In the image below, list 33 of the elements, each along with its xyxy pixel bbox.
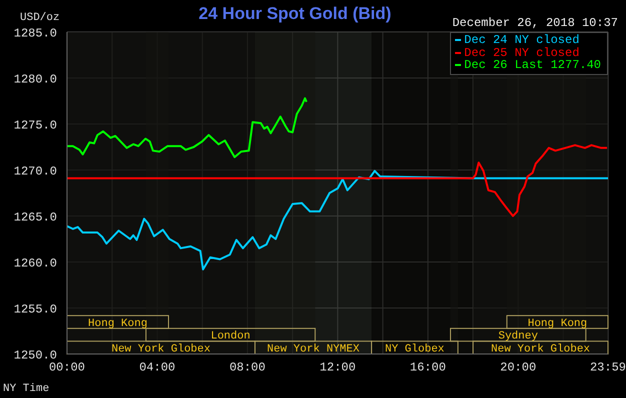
x-tick-label: 20:00 xyxy=(500,360,536,375)
y-axis-title: USD/oz xyxy=(20,12,60,24)
band-label: New York NYMEX xyxy=(267,344,360,356)
band-label: New York Globex xyxy=(111,344,211,356)
x-tick-label: 23:59 xyxy=(590,360,626,375)
x-tick-label: 12:00 xyxy=(320,360,356,375)
band-label: Hong Kong xyxy=(88,318,148,330)
y-tick-label: 1270.0 xyxy=(14,164,57,178)
chart-subtitle: December 26, 2018 10:37 xyxy=(452,16,618,30)
x-tick-label: 08:00 xyxy=(229,360,266,375)
legend-label: Dec 26 Last 1277.40 xyxy=(464,58,601,72)
x-axis-title: NY Time xyxy=(3,383,50,395)
line-series xyxy=(67,144,608,217)
line-series xyxy=(67,97,308,158)
x-tick-label: 04:00 xyxy=(139,360,176,375)
chart-title: 24 Hour Spot Gold (Bid) xyxy=(198,4,392,24)
legend-label: Dec 24 NY closed xyxy=(464,33,580,47)
legend-label: Dec 25 NY closed xyxy=(464,46,580,60)
y-tick-label: 1255.0 xyxy=(14,302,57,316)
y-tick-label: 1265.0 xyxy=(14,210,57,224)
x-tick-label: 16:00 xyxy=(410,360,446,375)
band-label: London xyxy=(210,330,250,343)
band-label: Hong Kong xyxy=(528,318,588,330)
x-tick-label: 00:00 xyxy=(48,360,86,375)
y-tick-label: 1280.0 xyxy=(14,72,57,86)
band-label: Sydney xyxy=(498,330,538,343)
band-label: New York Globex xyxy=(491,344,590,356)
line-series xyxy=(67,170,608,270)
y-tick-label: 1285.0 xyxy=(14,26,57,40)
y-tick-label: 1250.0 xyxy=(14,348,57,362)
y-tick-label: 1260.0 xyxy=(14,256,57,270)
y-tick-label: 1275.0 xyxy=(14,118,57,132)
band-label: NY Globex xyxy=(385,344,445,356)
